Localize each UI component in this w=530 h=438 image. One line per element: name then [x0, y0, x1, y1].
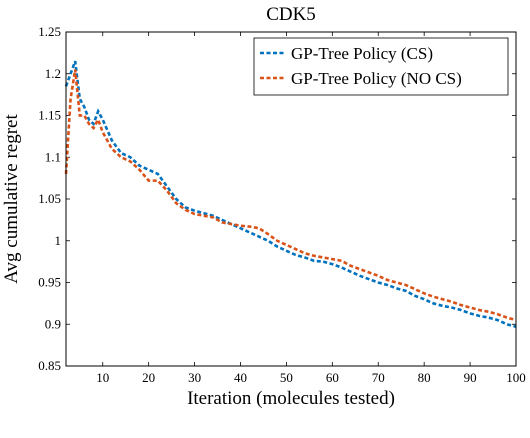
- y-tick-label: 0.95: [38, 275, 61, 290]
- legend-box: [253, 37, 509, 96]
- series-line: [64, 60, 517, 329]
- x-tick-label: 70: [372, 370, 385, 385]
- y-tick-label: 1.15: [38, 108, 61, 123]
- y-tick-label: 1.25: [38, 24, 61, 39]
- y-tick-label: 1.2: [45, 66, 61, 81]
- y-tick-label: 0.9: [45, 316, 61, 331]
- y-tick-label: 1.1: [45, 149, 61, 164]
- x-axis-label: Iteration (molecules tested): [187, 388, 395, 409]
- x-tick-label: 30: [188, 370, 201, 385]
- y-axis-label: Avg cumulative regret: [1, 114, 22, 284]
- legend-label: GP-Tree Policy (NO CS): [291, 69, 462, 88]
- x-tick-label: 50: [280, 370, 293, 385]
- series-line: [64, 69, 517, 322]
- y-tick-label: 1: [55, 233, 62, 248]
- x-tick-label: 60: [326, 370, 339, 385]
- x-tick-label: 20: [142, 370, 155, 385]
- x-tick-label: 100: [506, 370, 526, 385]
- x-tick-label: 90: [464, 370, 477, 385]
- x-tick-label: 80: [418, 370, 431, 385]
- x-tick-label: 40: [234, 370, 247, 385]
- plot-frame: [65, 31, 517, 367]
- legend-label: GP-Tree Policy (CS): [291, 44, 433, 63]
- chart-title: CDK5: [266, 4, 316, 25]
- y-tick-label: 0.85: [38, 358, 61, 373]
- x-tick-label: 10: [96, 370, 109, 385]
- y-tick-label: 1.05: [38, 191, 61, 206]
